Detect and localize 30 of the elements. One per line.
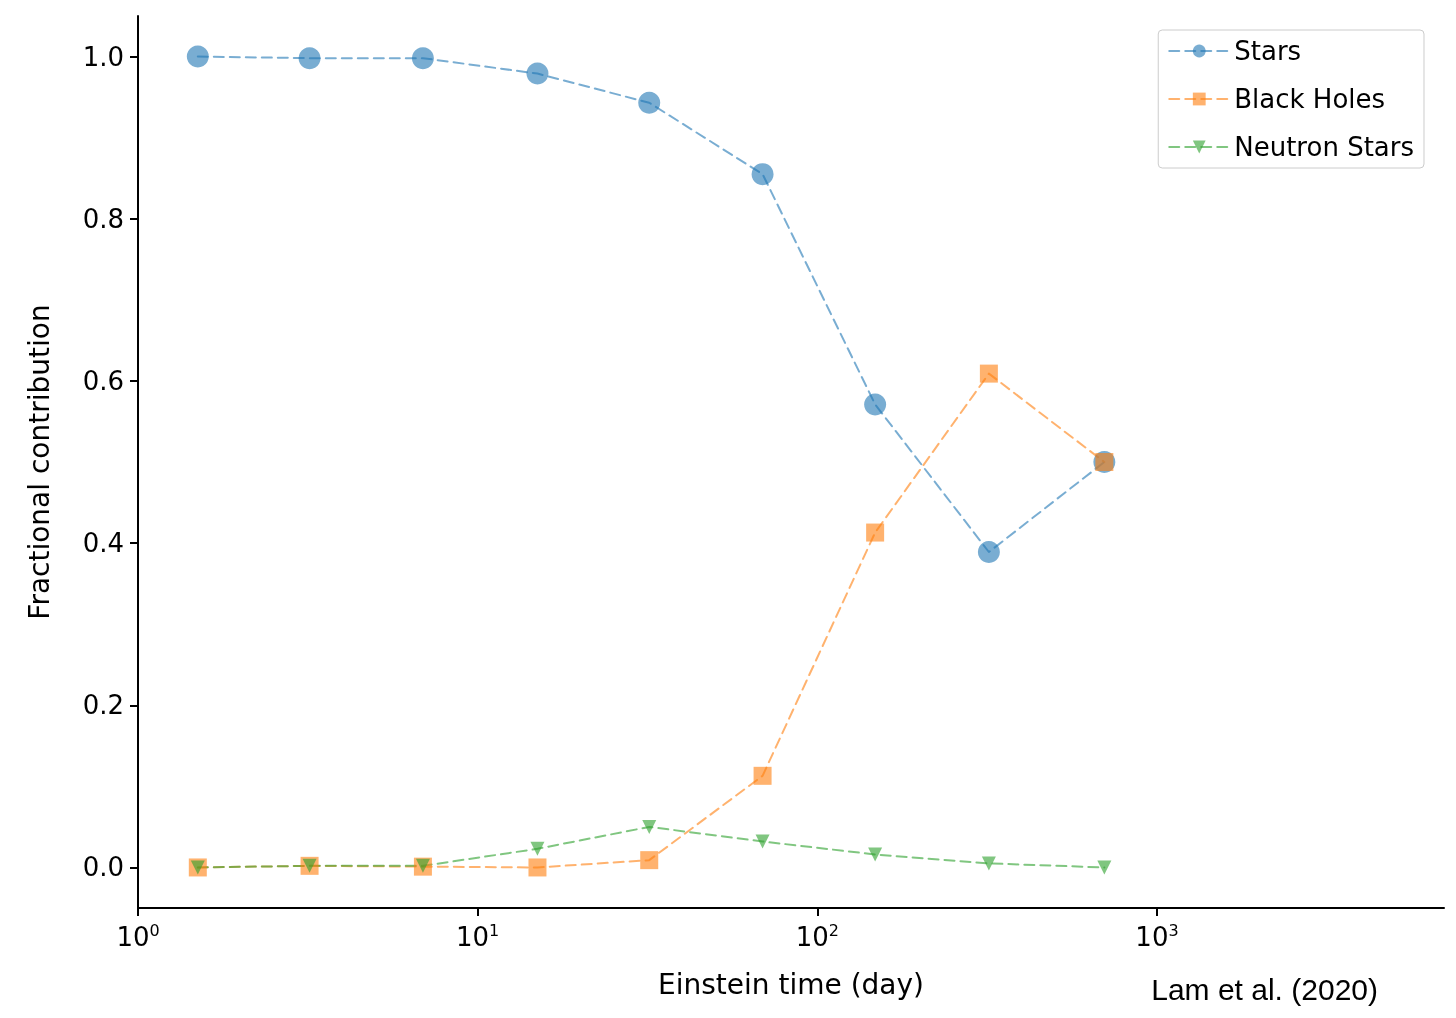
legend-label: Neutron Stars xyxy=(1234,132,1415,162)
point xyxy=(755,834,770,849)
point xyxy=(638,91,661,114)
y-tick-label: 0.6 xyxy=(82,365,124,396)
point xyxy=(186,45,209,68)
y-tick-label: 0.2 xyxy=(82,690,124,721)
point xyxy=(640,851,659,870)
y-tick-label: 1.0 xyxy=(82,41,124,72)
point xyxy=(530,841,545,856)
y-tick-label: 0.4 xyxy=(82,528,124,559)
y-tick-label: 0.0 xyxy=(82,852,124,883)
point xyxy=(642,819,657,834)
point xyxy=(866,523,885,542)
legend-label: Black Holes xyxy=(1234,84,1386,114)
point xyxy=(298,47,321,70)
point xyxy=(868,847,883,862)
point xyxy=(526,62,549,85)
point xyxy=(979,364,998,383)
text: Lam et al. (2020) xyxy=(1151,972,1379,1006)
point xyxy=(753,766,772,785)
point xyxy=(528,858,547,877)
legend-label: Stars xyxy=(1234,36,1302,66)
point xyxy=(864,393,887,416)
point xyxy=(411,47,434,70)
y-tick-label: 0.8 xyxy=(82,203,124,234)
point xyxy=(977,541,1000,563)
point xyxy=(751,163,774,186)
point xyxy=(981,856,996,871)
x-axis-title: Einstein time (day) xyxy=(658,967,924,1001)
y-axis-title: Fractional contribution xyxy=(22,304,56,620)
